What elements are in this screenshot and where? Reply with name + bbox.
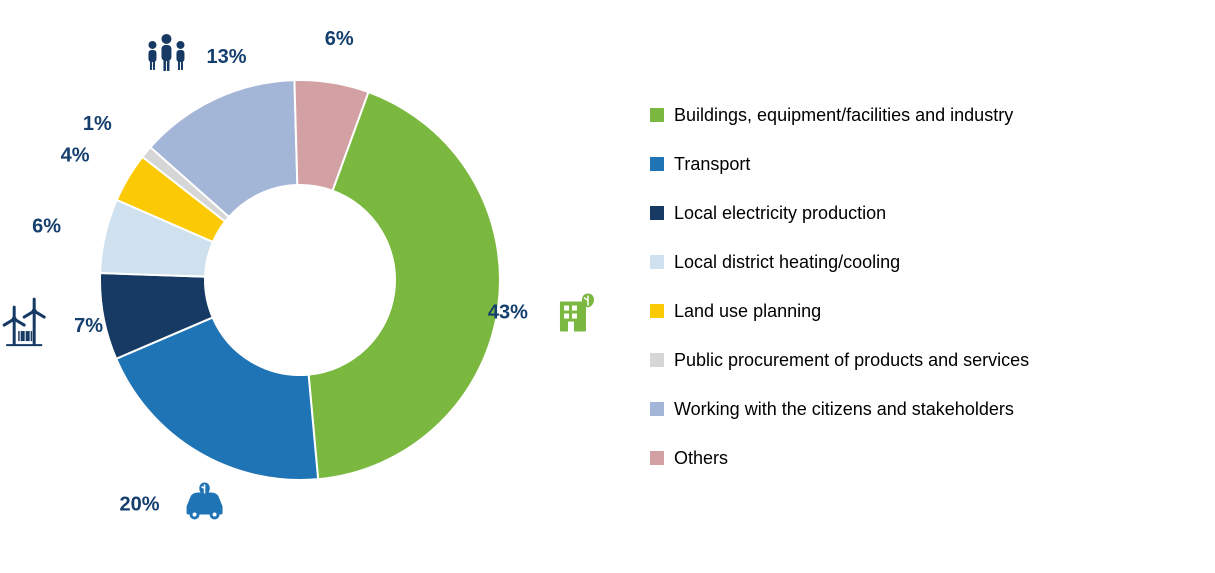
legend-swatch [650, 402, 664, 416]
legend-swatch [650, 304, 664, 318]
pct-label-heating: 6% [32, 216, 61, 238]
legend-label: Working with the citizens and stakeholde… [674, 399, 1014, 420]
legend-label: Public procurement of products and servi… [674, 350, 1029, 371]
legend-swatch [650, 157, 664, 171]
legend-item-landuse: Land use planning [650, 301, 1215, 322]
legend-label: Others [674, 448, 728, 469]
legend-item-heating: Local district heating/cooling [650, 252, 1215, 273]
legend-swatch [650, 255, 664, 269]
pct-label-procure: 1% [83, 113, 112, 135]
legend-swatch [650, 451, 664, 465]
legend-swatch [650, 206, 664, 220]
legend-label: Local district heating/cooling [674, 252, 900, 273]
pct-label-local-elec: 7% [74, 315, 103, 337]
donut-svg: 43% 20% 7% 6% 4% 1% [0, 0, 640, 573]
legend-item-citizens: Working with the citizens and stakeholde… [650, 399, 1215, 420]
car-icon [187, 482, 223, 519]
legend-label: Transport [674, 154, 750, 175]
legend-item-local-elec: Local electricity production [650, 203, 1215, 224]
pct-label-buildings: 43% [488, 302, 528, 324]
legend-item-transport: Transport [650, 154, 1215, 175]
pct-label-others: 6% [325, 28, 354, 50]
people-icon [148, 34, 184, 71]
donut-chart: 43% 20% 7% 6% 4% 1% [0, 0, 640, 573]
pct-label-transport: 20% [120, 493, 160, 515]
chart-container: 43% 20% 7% 6% 4% 1% [0, 0, 1215, 573]
legend: Buildings, equipment/facilities and indu… [640, 105, 1215, 469]
legend-item-others: Others [650, 448, 1215, 469]
legend-swatch [650, 353, 664, 367]
legend-swatch [650, 108, 664, 122]
legend-item-buildings: Buildings, equipment/facilities and indu… [650, 105, 1215, 126]
building-icon [560, 294, 594, 332]
pct-label-landuse: 4% [61, 145, 90, 167]
legend-label: Land use planning [674, 301, 821, 322]
wind-icon [4, 299, 44, 345]
legend-item-procure: Public procurement of products and servi… [650, 350, 1215, 371]
pct-label-citizens: 13% [206, 46, 246, 68]
legend-label: Local electricity production [674, 203, 886, 224]
legend-label: Buildings, equipment/facilities and indu… [674, 105, 1013, 126]
